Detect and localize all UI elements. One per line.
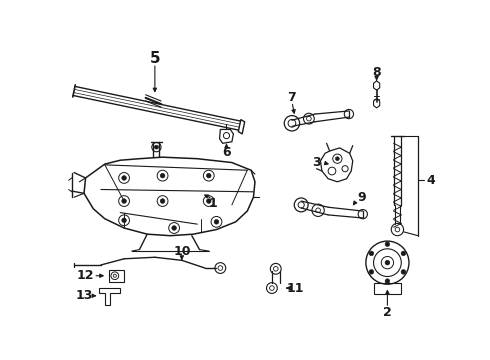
Circle shape xyxy=(206,199,211,203)
Text: 2: 2 xyxy=(383,306,392,319)
Text: 12: 12 xyxy=(77,269,94,282)
Text: 5: 5 xyxy=(149,51,160,66)
Circle shape xyxy=(401,251,406,256)
Circle shape xyxy=(214,220,219,224)
Circle shape xyxy=(369,251,374,256)
Circle shape xyxy=(154,145,158,149)
Text: 7: 7 xyxy=(288,91,296,104)
Circle shape xyxy=(172,226,176,230)
Circle shape xyxy=(385,260,390,265)
Bar xyxy=(109,270,124,282)
Text: 4: 4 xyxy=(426,174,435,187)
Circle shape xyxy=(336,157,339,161)
Circle shape xyxy=(369,270,374,274)
Text: 6: 6 xyxy=(222,146,231,159)
Circle shape xyxy=(385,242,390,247)
Bar xyxy=(373,283,401,294)
Circle shape xyxy=(122,176,126,180)
Circle shape xyxy=(160,199,165,203)
Text: 8: 8 xyxy=(372,66,381,79)
Circle shape xyxy=(122,218,126,222)
Circle shape xyxy=(206,173,211,178)
Text: 9: 9 xyxy=(357,191,366,204)
Circle shape xyxy=(385,279,390,283)
Circle shape xyxy=(122,199,126,203)
Text: 10: 10 xyxy=(173,244,191,258)
Circle shape xyxy=(401,270,406,274)
Text: 11: 11 xyxy=(286,282,304,294)
Text: 13: 13 xyxy=(75,289,93,302)
Text: 1: 1 xyxy=(208,197,217,210)
Circle shape xyxy=(160,173,165,178)
Text: 3: 3 xyxy=(312,156,321,169)
